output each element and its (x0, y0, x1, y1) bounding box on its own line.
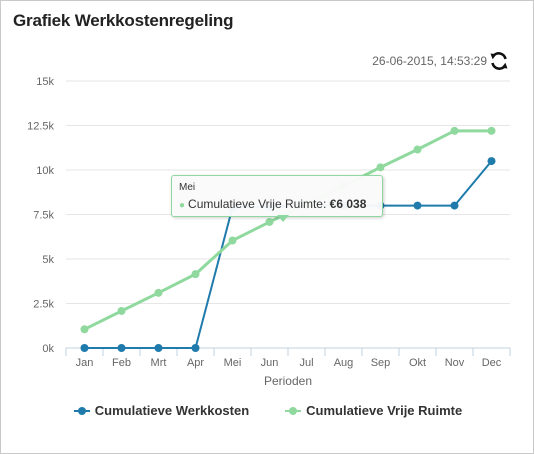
data-point-vrije-ruimte[interactable] (265, 217, 274, 226)
y-tick-label: 12.5k (27, 121, 54, 133)
data-point-vrije-ruimte[interactable] (450, 126, 459, 135)
data-point-vrije-ruimte[interactable] (154, 288, 163, 297)
legend-item-werkkosten[interactable]: Cumulatieve Werkkosten (73, 403, 250, 418)
chart-series (80, 126, 496, 352)
data-point-werkkosten[interactable] (487, 157, 496, 166)
legend-symbol-vrije-ruimte (285, 405, 302, 417)
y-tick-label: 0k (42, 343, 54, 355)
tooltip-month: Mei (179, 182, 196, 193)
x-axis-ticks: Jan Feb Mrt Apr Mei Jun Jul Aug Sep Okt Nov Dec (65, 348, 511, 369)
tooltip-line: ● Cumulatieve Vrije Ruimte: €6 038 (179, 197, 366, 211)
legend-label-vrije-ruimte: Cumulatieve Vrije Ruimte (306, 403, 463, 418)
x-tick-label: Jun (261, 357, 279, 369)
tooltip-series-label: Cumulatieve Vrije Ruimte: (188, 197, 327, 211)
x-tick-label: Jan (76, 357, 94, 369)
tooltip-value: €6 038 (329, 197, 367, 211)
series-line-vrije-ruimte (83, 129, 492, 331)
data-point-werkkosten[interactable] (117, 344, 126, 352)
data-point-vrije-ruimte[interactable] (487, 126, 496, 135)
data-point-vrije-ruimte[interactable] (376, 163, 385, 172)
widget-title: Grafiek Werkkostenregeling (13, 11, 234, 30)
x-tick-label: Apr (187, 357, 204, 369)
data-point-werkkosten[interactable] (191, 344, 200, 352)
data-point-vrije-ruimte[interactable] (413, 145, 422, 154)
x-tick-label: Okt (409, 357, 426, 369)
data-point-vrije-ruimte[interactable] (228, 236, 237, 245)
series-vrije-ruimte (80, 126, 496, 334)
x-tick-label: Mei (224, 357, 242, 369)
last-updated-timestamp: 26-06-2015, 14:53:29 (372, 54, 487, 68)
x-tick-label: Nov (445, 357, 465, 369)
x-tick-label: Mrt (151, 357, 167, 369)
x-tick-label: Aug (334, 357, 354, 369)
legend-item-vrije-ruimte[interactable]: Cumulatieve Vrije Ruimte (285, 403, 462, 418)
data-point-vrije-ruimte[interactable] (191, 270, 200, 279)
y-tick-label: 15k (36, 76, 54, 88)
data-point-vrije-ruimte[interactable] (117, 306, 126, 315)
data-point-werkkosten[interactable] (413, 201, 422, 210)
x-axis-title: Perioden (264, 374, 312, 388)
legend-symbol-werkkosten (73, 405, 90, 417)
x-tick-label: Dec (482, 357, 502, 369)
y-tick-label: 5k (42, 254, 54, 266)
y-tick-label: 2.5k (33, 299, 54, 311)
refresh-icon[interactable] (489, 51, 509, 71)
x-tick-label: Jul (299, 357, 313, 369)
legend-label-werkkosten: Cumulatieve Werkkosten (94, 403, 250, 418)
x-tick-label: Feb (112, 357, 131, 369)
tooltip-arrow (277, 215, 289, 222)
data-point-werkkosten[interactable] (450, 201, 459, 210)
tooltip-series-dot-icon: ● (179, 200, 186, 211)
tooltip: Mei ● Cumulatieve Vrije Ruimte: €6 038 (171, 175, 383, 222)
x-tick-label: Sep (371, 357, 391, 369)
chart-legend: Cumulatieve Werkkosten Cumulatieve Vrije… (1, 403, 534, 418)
data-point-vrije-ruimte[interactable] (80, 325, 89, 334)
y-tick-label: 7.5k (33, 210, 54, 222)
data-point-werkkosten[interactable] (154, 344, 163, 352)
y-tick-label: 10k (36, 165, 54, 177)
y-axis-ticks: 0k 2.5k 5k 7.5k 10k 12.5k 15k (27, 76, 54, 355)
data-point-werkkosten[interactable] (80, 344, 89, 352)
